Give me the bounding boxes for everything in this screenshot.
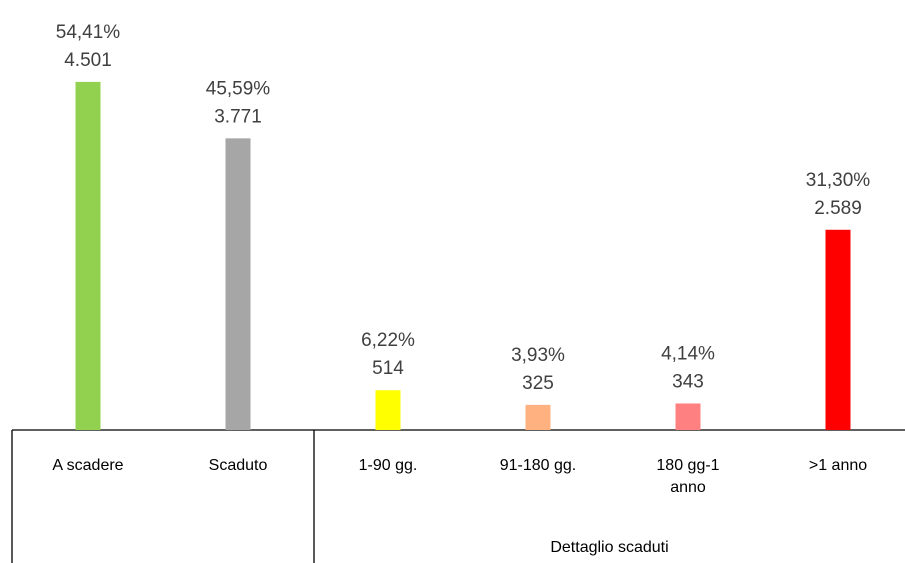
bar	[75, 81, 101, 430]
value-label: 2.589	[814, 198, 862, 219]
bar	[225, 138, 251, 430]
value-label: 514	[372, 358, 404, 379]
share-label: 6,22%	[361, 330, 415, 351]
bar	[675, 403, 701, 430]
share-label: 54,41%	[56, 22, 121, 43]
share-label: 31,30%	[806, 170, 871, 191]
value-label: 343	[672, 371, 704, 392]
value-label: 325	[522, 373, 554, 394]
bar	[375, 390, 401, 430]
share-label: 3,93%	[511, 345, 565, 366]
bar	[825, 229, 851, 430]
share-label: 4,14%	[661, 343, 715, 364]
x-tick-label: 1-90 gg.	[358, 457, 418, 474]
x-tick-label: 91-180 gg.	[499, 457, 577, 474]
value-label: 4.501	[64, 50, 112, 71]
group-label: Dettaglio scaduti	[550, 539, 669, 556]
value-label: 3.771	[214, 106, 262, 127]
share-label: 45,59%	[206, 78, 271, 99]
x-tick-label: Scaduto	[208, 457, 268, 474]
x-tick-label: A scadere	[52, 457, 124, 474]
x-tick-label: >1 anno	[808, 457, 868, 474]
x-tick-label: 180 gg-1 anno	[656, 457, 720, 496]
bar	[525, 404, 551, 430]
